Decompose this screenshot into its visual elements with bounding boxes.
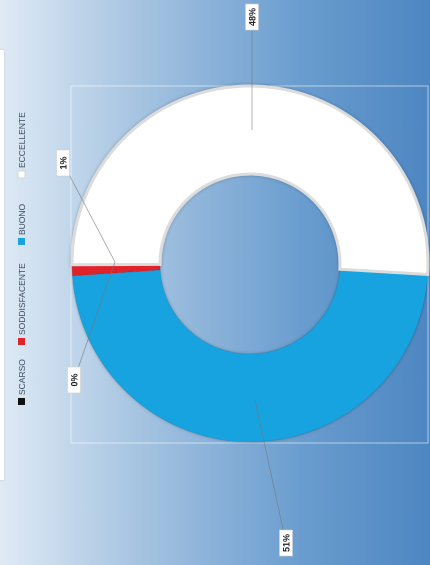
data-label: 0% bbox=[70, 373, 80, 386]
leader-line bbox=[73, 261, 116, 381]
slice-eccellente bbox=[70, 84, 430, 276]
data-label-box: 0% bbox=[67, 366, 81, 394]
data-label-box: 51% bbox=[279, 529, 293, 557]
data-label: 51% bbox=[282, 534, 292, 552]
slice-buono bbox=[71, 268, 429, 443]
legend-swatch bbox=[17, 170, 26, 179]
legend-item-soddisfacente: SODDISFACENTE bbox=[17, 263, 27, 345]
data-label: 1% bbox=[59, 156, 69, 169]
legend-label: SCARSO bbox=[17, 359, 27, 395]
legend-swatch bbox=[18, 338, 25, 345]
legend-item-eccellente: ECCELLENTE bbox=[17, 112, 27, 179]
leader-line bbox=[62, 162, 116, 263]
legend-swatch bbox=[18, 398, 25, 405]
legend-label: BUONO bbox=[17, 203, 27, 235]
legend-item-buono: BUONO bbox=[17, 203, 27, 245]
leader-line bbox=[254, 399, 287, 544]
data-label: 48% bbox=[248, 8, 258, 26]
legend-label: SODDISFACENTE bbox=[17, 263, 27, 335]
legend-label: ECCELLENTE bbox=[17, 112, 27, 168]
legend-item-scarso: SCARSO bbox=[17, 359, 27, 405]
data-label-box: 48% bbox=[245, 3, 259, 31]
legend-swatch bbox=[18, 238, 25, 245]
data-label-box: 1% bbox=[56, 149, 70, 177]
legend-panel bbox=[0, 50, 4, 480]
